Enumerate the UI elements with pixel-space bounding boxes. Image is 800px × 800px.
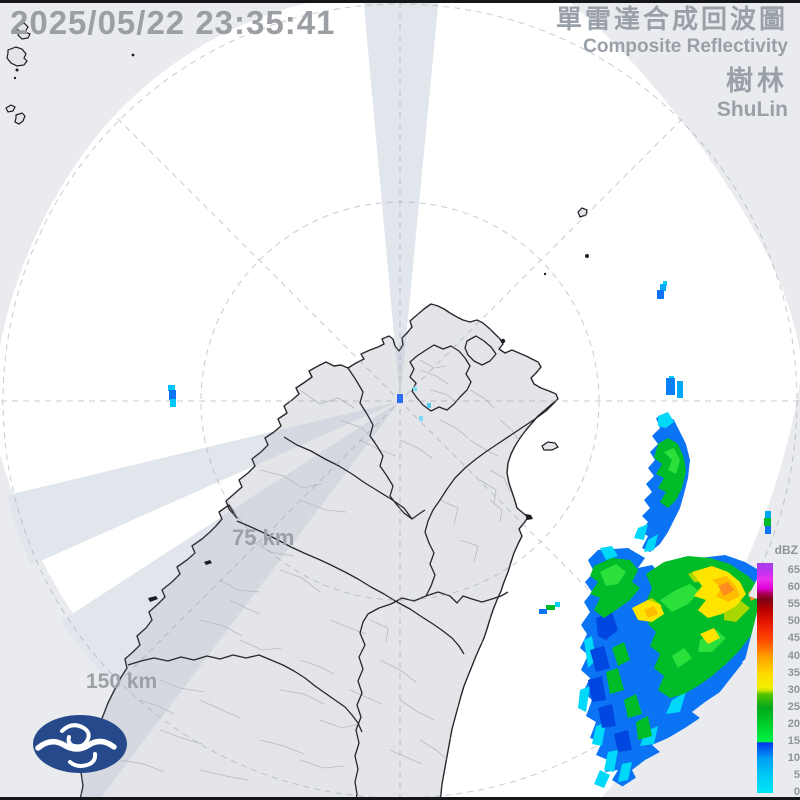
offshore-islands — [5, 22, 589, 602]
dbz-colorbar: dBZ 65 60 55 50 45 40 35 30 25 20 15 10 5 0 — [752, 543, 800, 798]
colorbar-tick: 0 — [793, 786, 800, 799]
colorbar-tick: 55 — [787, 598, 800, 611]
title-block: 單雷達合成回波圖 Composite Reflectivity 樹林 ShuLi… — [556, 2, 788, 122]
colorbar-tick: 65 — [787, 564, 800, 576]
range-label-75km: 75 km — [232, 525, 294, 550]
colorbar-tick: 25 — [787, 700, 800, 713]
colorbar-tick: 60 — [787, 581, 800, 594]
station-name-en: ShuLin — [716, 98, 788, 121]
range-label-150km: 150 km — [86, 670, 157, 693]
colorbar-tick: 35 — [787, 666, 800, 679]
reflectivity-echoes — [168, 281, 780, 788]
colorbar-tick: 15 — [787, 735, 800, 747]
colorbar-tick: 45 — [787, 632, 800, 645]
colorbar-gradient — [757, 563, 773, 793]
product-title-zh: 單雷達合成回波圖 — [555, 4, 788, 34]
timestamp: 2025/05/22 23:35:41 — [10, 4, 336, 41]
frame-border-bottom — [0, 797, 800, 800]
colorbar-tick: 30 — [787, 683, 800, 696]
colorbar-unit-label: dBZ — [774, 543, 798, 557]
frame-border-top — [0, 0, 800, 3]
colorbar-tick: 5 — [793, 769, 800, 782]
station-name-zh: 樹林 — [726, 66, 788, 96]
colorbar-tick: 50 — [787, 615, 800, 628]
product-title-en: Composite Reflectivity — [583, 36, 788, 57]
colorbar-tick: 20 — [787, 717, 800, 730]
colorbar-tick: 10 — [787, 752, 800, 765]
colorbar-tick: 40 — [787, 649, 800, 662]
cwb-logo — [33, 715, 127, 773]
